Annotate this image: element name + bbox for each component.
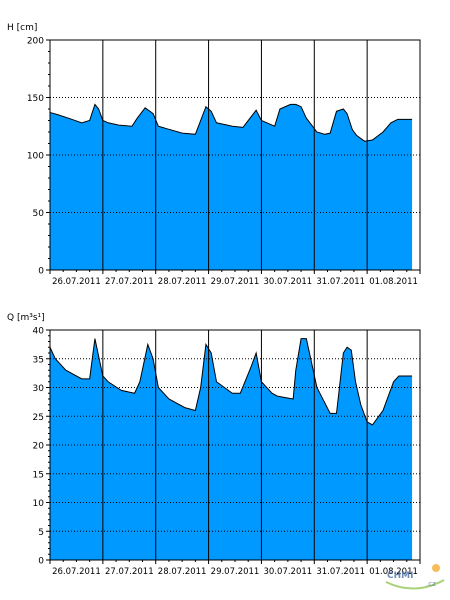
y-tick-label: 15 (33, 470, 44, 480)
y-tick-label: 100 (27, 152, 44, 162)
y-tick-label: 0 (38, 267, 44, 277)
y-axis-label: H [cm] (7, 23, 37, 33)
y-tick-label: 20 (33, 442, 45, 452)
x-tick-label: 28.07.2011 (158, 277, 207, 287)
watermark-logo: CHMI .cz (385, 564, 445, 590)
y-tick-label: 5 (38, 528, 44, 538)
y-tick-label: 30 (33, 384, 45, 394)
y-tick-label: 10 (33, 499, 45, 509)
x-tick-label: 26.07.2011 (52, 567, 101, 577)
y-tick-label: 150 (27, 94, 44, 104)
series-line (49, 338, 413, 426)
x-tick-label: 31.07.2011 (316, 567, 365, 577)
series-line (49, 103, 413, 142)
watermark-text: CHMI (387, 571, 413, 581)
series-area (50, 338, 413, 560)
x-tick-label: 26.07.2011 (52, 277, 101, 287)
x-tick-label: 30.07.2011 (264, 277, 313, 287)
y-tick-label: 50 (33, 209, 45, 219)
x-tick-label: 01.08.2011 (369, 567, 418, 577)
x-tick-label: 27.07.2011 (105, 277, 154, 287)
x-tick-label: 28.07.2011 (158, 567, 207, 577)
y-axis-label: Q [m³s¹] (7, 313, 45, 323)
y-tick-label: 200 (27, 37, 44, 47)
x-tick-label: 30.07.2011 (264, 567, 313, 577)
x-tick-label: 27.07.2011 (105, 567, 154, 577)
water-level-panel: 0 50 100 150 200 26.07.2011 27.07.2011 28.07.20… (7, 23, 421, 287)
x-tick-label: 29.07.2011 (211, 277, 260, 287)
y-tick-label: 40 (33, 327, 45, 337)
y-tick-label: 25 (33, 413, 44, 423)
x-tick-label: 29.07.2011 (211, 567, 260, 577)
x-tick-label: 31.07.2011 (316, 277, 365, 287)
watermark-suffix: .cz (426, 580, 436, 588)
y-tick-label: 0 (38, 557, 44, 567)
x-tick-label: 01.08.2011 (369, 277, 418, 287)
y-tick-label: 35 (33, 355, 44, 365)
discharge-panel: 0 5 10 15 20 25 30 35 40 26.07.2011 27.07.2011 28.0… (7, 313, 421, 577)
series-area (50, 104, 413, 271)
